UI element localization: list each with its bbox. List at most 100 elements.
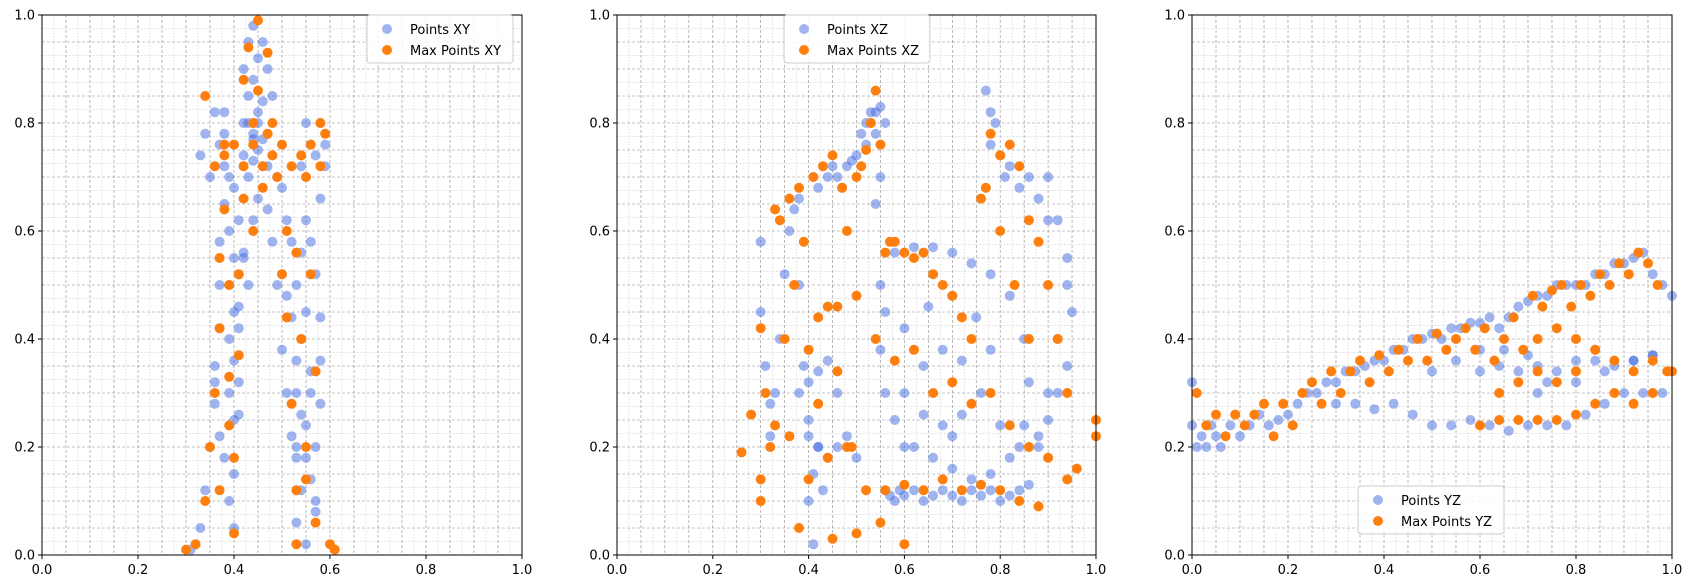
max-point — [310, 366, 321, 377]
point — [856, 128, 867, 139]
point — [908, 242, 919, 253]
point — [995, 496, 1006, 506]
point — [889, 247, 900, 258]
max-point — [1575, 280, 1586, 290]
max-point — [784, 431, 795, 442]
point — [229, 253, 239, 263]
max-point — [281, 312, 292, 323]
max-point — [1239, 420, 1250, 431]
max-point — [827, 150, 838, 161]
max-point — [1431, 328, 1442, 339]
point — [229, 469, 239, 479]
y-tick-label: 0.2 — [1164, 441, 1185, 456]
point — [794, 388, 805, 398]
max-point — [243, 42, 254, 53]
point — [908, 442, 919, 452]
y-tick-label: 0.8 — [1164, 117, 1185, 132]
max-point — [1609, 355, 1620, 366]
point — [1465, 415, 1476, 425]
x-tick-label: 0.4 — [798, 563, 819, 578]
max-point — [870, 334, 881, 344]
max-point — [1647, 355, 1658, 366]
point — [1211, 431, 1221, 442]
point — [1407, 409, 1418, 420]
y-tick-label: 0.2 — [14, 441, 35, 456]
max-point — [937, 474, 948, 485]
point — [947, 247, 958, 258]
point — [985, 485, 996, 496]
point — [301, 420, 311, 431]
point — [1446, 420, 1457, 431]
max-point — [1191, 388, 1202, 398]
max-point — [789, 280, 800, 290]
max-point — [899, 479, 910, 490]
max-point — [995, 485, 1006, 496]
x-tick-label: 1.0 — [1086, 563, 1107, 578]
max-point — [1494, 415, 1505, 425]
max-point — [286, 161, 297, 172]
y-tick-label: 0.6 — [1164, 225, 1185, 240]
max-point — [794, 182, 805, 193]
max-point — [291, 485, 302, 496]
max-point — [956, 312, 967, 323]
point — [813, 366, 824, 377]
max-point — [301, 474, 311, 485]
point — [1561, 420, 1572, 431]
max-point — [861, 485, 872, 496]
point — [1484, 420, 1495, 431]
point — [1331, 398, 1341, 409]
point — [822, 172, 833, 182]
legend-marker — [799, 45, 809, 55]
point — [899, 323, 910, 334]
max-point — [320, 128, 331, 139]
point — [1033, 193, 1044, 204]
max-point — [865, 118, 876, 128]
point — [1580, 409, 1591, 420]
max-point — [1479, 323, 1490, 334]
point — [875, 172, 886, 182]
point — [315, 312, 326, 323]
max-point — [966, 334, 977, 344]
point — [1004, 161, 1015, 172]
point — [209, 398, 220, 409]
max-point — [1551, 323, 1562, 334]
point — [1484, 312, 1495, 323]
point — [880, 388, 891, 398]
max-point — [214, 253, 225, 263]
grid — [1192, 15, 1672, 555]
max-point — [813, 312, 824, 323]
point — [291, 442, 302, 452]
max-point — [995, 150, 1006, 161]
point — [291, 355, 302, 366]
max-point — [1499, 334, 1509, 344]
point — [277, 182, 287, 193]
max-point — [229, 139, 239, 150]
point — [1062, 361, 1073, 371]
point — [253, 107, 263, 118]
grid — [617, 15, 1096, 555]
point — [1004, 452, 1015, 463]
x-tick-label: 0.6 — [1470, 563, 1491, 578]
point — [243, 280, 254, 290]
max-point — [808, 172, 819, 182]
point — [315, 355, 326, 366]
legend-label: Points XY — [410, 23, 470, 38]
point — [980, 85, 991, 96]
max-point — [1014, 161, 1025, 172]
max-point — [1508, 312, 1519, 323]
point — [928, 452, 939, 463]
y-tick-label: 0.4 — [589, 333, 610, 348]
point — [1475, 366, 1485, 377]
max-point — [765, 442, 776, 452]
max-point — [1494, 388, 1505, 398]
max-point — [267, 150, 278, 161]
point — [851, 452, 862, 463]
max-point — [928, 388, 939, 398]
max-point — [1023, 442, 1034, 452]
point — [956, 409, 967, 420]
max-point — [1571, 366, 1581, 377]
max-point — [1403, 355, 1413, 366]
point — [1638, 388, 1649, 398]
x-tick-label: 0.0 — [607, 563, 628, 578]
point — [1052, 215, 1063, 226]
